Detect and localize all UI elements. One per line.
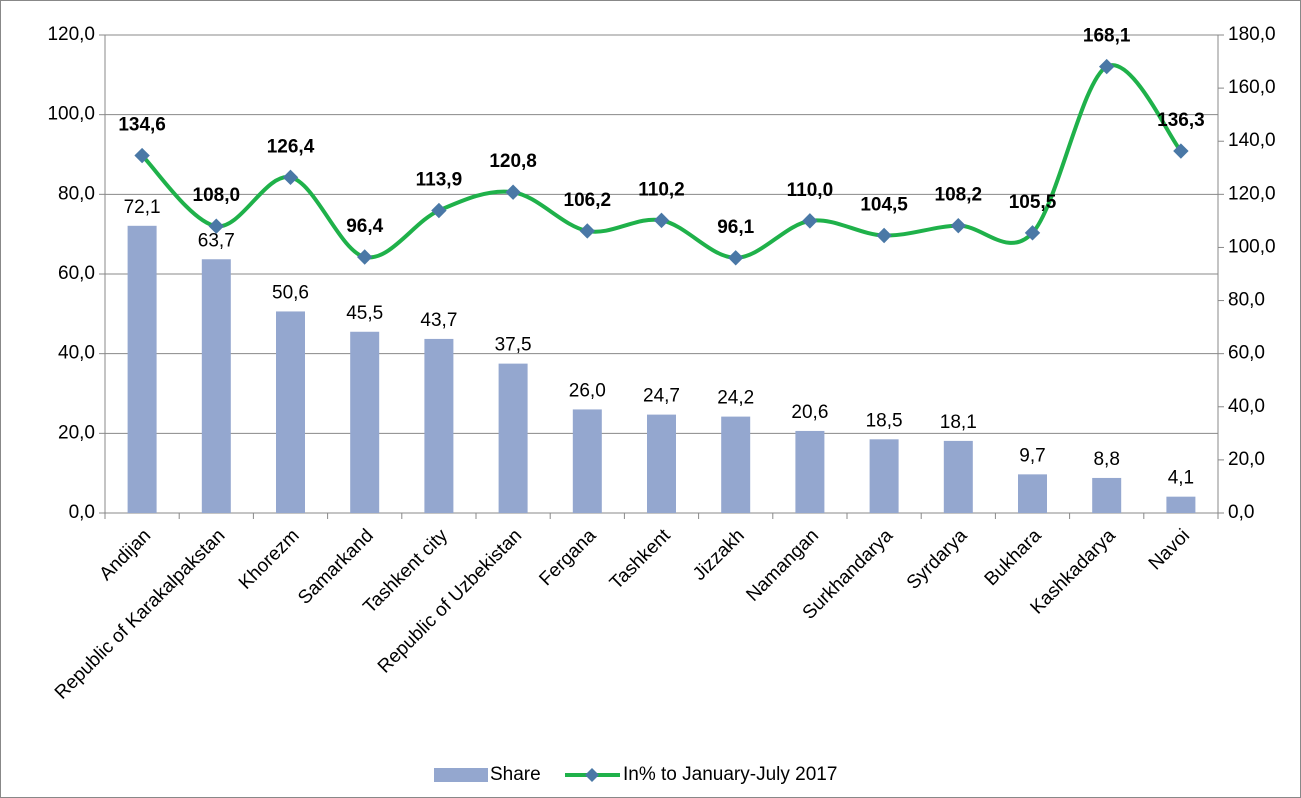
bar	[424, 338, 454, 513]
line-value-label: 96,1	[717, 217, 754, 238]
line-value-label: 108,2	[935, 185, 983, 206]
y2-tick-label: 0,0	[1228, 502, 1254, 523]
line-marker	[802, 213, 818, 229]
legend-swatch	[434, 768, 488, 782]
bar-value-label: 50,6	[272, 282, 309, 303]
line-marker	[134, 147, 150, 164]
bar	[795, 430, 825, 513]
line-marker	[1098, 58, 1115, 75]
line-marker	[579, 223, 596, 239]
line-value-label: 110,0	[787, 180, 834, 201]
bar	[201, 259, 231, 513]
line-marker	[1024, 225, 1041, 241]
line-marker	[505, 184, 521, 200]
bar	[943, 440, 973, 513]
line-marker	[653, 212, 670, 229]
y-tick-label: 20,0	[58, 422, 95, 443]
y2-tick-label: 180,0	[1228, 24, 1276, 45]
bar	[572, 409, 602, 513]
line-value-label: 136,3	[1157, 110, 1205, 131]
bar-value-label: 9,7	[1019, 445, 1045, 466]
line-marker	[431, 202, 447, 219]
line-marker	[876, 227, 892, 244]
bar	[647, 414, 676, 513]
bar	[276, 311, 305, 513]
line-marker	[208, 218, 225, 234]
bar-value-label: 72,1	[124, 197, 161, 218]
line-value-label: 104,5	[860, 195, 908, 216]
y2-tick-label: 60,0	[1228, 343, 1265, 364]
bar-value-label: 63,7	[198, 230, 235, 251]
line-value-label: 134,6	[118, 115, 166, 136]
y-tick-label: 80,0	[58, 183, 95, 204]
bar	[1166, 496, 1196, 513]
line-value-label: 120,8	[489, 151, 537, 172]
line-value-label: 105,5	[1009, 192, 1057, 213]
line-value-label: 106,2	[564, 190, 612, 211]
legend-label: Share	[490, 764, 541, 785]
y2-tick-label: 120,0	[1228, 183, 1276, 204]
bar-value-label: 26,0	[569, 380, 606, 401]
bar	[869, 439, 899, 513]
bar-value-label: 37,5	[495, 335, 532, 356]
bar-value-label: 18,5	[866, 410, 903, 431]
line-value-label: 110,2	[638, 179, 685, 200]
legend-marker	[585, 768, 599, 782]
y-tick-label: 60,0	[58, 263, 95, 284]
y2-tick-label: 140,0	[1228, 130, 1276, 151]
bar	[127, 225, 157, 513]
y2-tick-label: 20,0	[1228, 449, 1265, 470]
line-marker	[727, 250, 744, 266]
y2-tick-label: 160,0	[1228, 77, 1276, 98]
line-value-label: 126,4	[267, 136, 315, 157]
line-marker	[282, 169, 299, 186]
line-value-label: 113,9	[416, 170, 463, 191]
line-marker	[950, 217, 967, 234]
bar-value-label: 18,1	[940, 412, 977, 433]
legend-label: In% to January-July 2017	[623, 764, 837, 785]
line-value-label: 168,1	[1083, 26, 1131, 47]
bar-value-label: 43,7	[420, 310, 457, 331]
bar-value-label: 24,2	[717, 388, 754, 409]
y2-tick-label: 40,0	[1228, 396, 1265, 417]
y-tick-label: 40,0	[58, 343, 95, 364]
y2-tick-label: 100,0	[1228, 236, 1276, 257]
bar	[498, 363, 528, 513]
line-value-label: 96,4	[346, 216, 383, 237]
bar-value-label: 8,8	[1093, 449, 1119, 470]
bar	[1018, 474, 1047, 513]
line-marker	[1173, 143, 1189, 159]
bar	[1092, 477, 1122, 513]
bar	[721, 416, 751, 513]
y-tick-label: 100,0	[47, 104, 95, 125]
y2-tick-label: 80,0	[1228, 290, 1265, 311]
bar-value-label: 45,5	[346, 303, 383, 324]
bar	[350, 331, 380, 513]
y-tick-label: 0,0	[69, 502, 95, 523]
bar-value-label: 4,1	[1168, 468, 1194, 489]
bar-value-label: 20,6	[791, 402, 828, 423]
line-marker	[356, 249, 373, 265]
bar-value-label: 24,7	[643, 386, 680, 407]
line-value-label: 108,0	[193, 185, 241, 206]
y-tick-label: 120,0	[47, 24, 95, 45]
